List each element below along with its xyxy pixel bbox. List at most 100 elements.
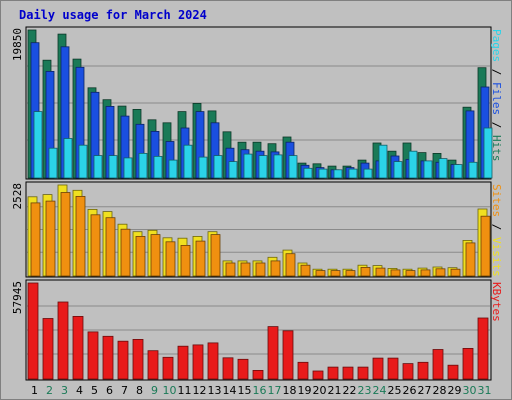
x-tick-label-day-3: 3 (61, 384, 68, 397)
bar-sites-day-24 (375, 267, 386, 277)
bar-kbytes-day-9 (147, 350, 159, 380)
panel-hits-files-pages-bars (27, 29, 493, 179)
x-tick-label-day-14: 14 (223, 384, 237, 397)
bar-sites-day-2 (45, 200, 56, 277)
bar-sites-day-11 (180, 244, 191, 277)
panel-kbytes-bars (27, 282, 489, 380)
bar-sites-day-4 (75, 195, 86, 277)
x-tick-label-day-20: 20 (313, 384, 327, 397)
bar-sites-day-8 (135, 235, 146, 277)
bar-kbytes-day-24 (372, 357, 384, 380)
bar-kbytes-day-19 (297, 361, 309, 380)
bar-kbytes-day-17 (267, 326, 279, 380)
bar-pages-day-23 (363, 168, 373, 179)
bar-kbytes-day-1 (27, 282, 39, 380)
x-tick-label-day-1: 1 (31, 384, 38, 397)
bar-pages-day-26 (408, 150, 418, 179)
bar-kbytes-day-10 (162, 356, 174, 380)
bar-sites-day-28 (435, 268, 446, 277)
bar-pages-day-11 (183, 144, 193, 179)
bar-sites-day-20 (315, 270, 326, 277)
legend-hits-files-pages: Pages / Files / Hits (490, 29, 503, 162)
bar-kbytes-day-11 (177, 345, 189, 380)
bar-kbytes-day-2 (42, 318, 54, 380)
y-tick-label-hits-files-pages: 19850 (11, 28, 24, 61)
bar-pages-day-19 (303, 167, 313, 179)
bar-pages-day-16 (258, 155, 268, 179)
bar-sites-day-7 (120, 228, 131, 277)
bar-sites-day-3 (60, 192, 71, 277)
bar-kbytes-day-12 (192, 344, 204, 380)
x-tick-label-day-6: 6 (106, 384, 113, 397)
legend-entry-files: Files (490, 82, 503, 115)
panel-kbytes: 57945 KBytes (11, 279, 503, 381)
bar-sites-day-13 (210, 234, 221, 277)
x-tick-label-day-25: 25 (388, 384, 402, 397)
x-tick-label-day-9: 9 (151, 384, 158, 397)
x-tick-label-day-24: 24 (373, 384, 387, 397)
bar-kbytes-day-28 (432, 349, 444, 380)
bar-sites-day-29 (450, 268, 461, 277)
bar-pages-day-27 (423, 160, 433, 179)
bar-pages-day-30 (468, 161, 478, 179)
x-tick-label-day-19: 19 (298, 384, 312, 397)
bar-sites-day-25 (390, 269, 401, 277)
bar-pages-day-4 (78, 144, 88, 179)
x-tick-label-day-2: 2 (46, 384, 53, 397)
x-tick-label-day-31: 31 (478, 384, 492, 397)
bar-pages-day-6 (108, 155, 118, 179)
legend-entry-visits: Visits (490, 237, 503, 277)
x-tick-label-day-8: 8 (136, 384, 143, 397)
bar-kbytes-day-8 (132, 338, 144, 380)
bar-kbytes-day-15 (237, 358, 249, 380)
bar-kbytes-day-18 (282, 330, 294, 380)
bar-kbytes-day-14 (222, 357, 234, 380)
bar-pages-day-17 (273, 154, 283, 179)
bar-sites-day-31 (480, 215, 491, 277)
x-tick-label-day-17: 17 (268, 384, 282, 397)
x-tick-label-day-29: 29 (448, 384, 462, 397)
bar-pages-day-12 (198, 156, 208, 179)
bar-pages-day-24 (378, 144, 388, 179)
x-tick-label-day-16: 16 (253, 384, 267, 397)
x-tick-label-day-13: 13 (208, 384, 222, 397)
bar-pages-day-1 (33, 111, 43, 179)
bar-sites-day-15 (240, 262, 251, 277)
bar-sites-day-12 (195, 240, 206, 277)
x-tick-label-day-30: 30 (463, 384, 477, 397)
x-tick-label-day-18: 18 (283, 384, 297, 397)
bar-pages-day-21 (333, 169, 343, 179)
bar-kbytes-day-26 (402, 363, 414, 380)
bar-sites-day-30 (465, 242, 476, 277)
bar-pages-day-31 (483, 127, 493, 179)
x-tick-label-day-11: 11 (178, 384, 192, 397)
bar-kbytes-day-31 (477, 317, 489, 380)
bar-sites-day-27 (420, 269, 431, 277)
bar-sites-day-18 (285, 253, 296, 277)
bar-sites-day-22 (345, 270, 356, 277)
legend-entry-sites: Sites (490, 184, 503, 217)
bar-sites-day-21 (330, 270, 341, 277)
bar-pages-day-28 (438, 158, 448, 179)
x-tick-label-day-5: 5 (91, 384, 98, 397)
bar-pages-day-9 (153, 155, 163, 179)
bar-sites-day-16 (255, 262, 266, 277)
bar-pages-day-8 (138, 152, 148, 179)
bar-sites-day-5 (90, 214, 101, 277)
legend-separator: / (490, 115, 503, 135)
bar-sites-day-1 (30, 202, 41, 277)
bar-pages-day-25 (393, 161, 403, 179)
bar-pages-day-14 (228, 161, 238, 179)
x-tick-label-day-26: 26 (403, 384, 417, 397)
bar-pages-day-3 (63, 138, 73, 179)
x-tick-label-day-23: 23 (358, 384, 372, 397)
bar-pages-day-15 (243, 153, 253, 179)
x-axis: 1 2 3 4 5 6 7 8 9 10 11 12 13 14 15 16 17 18 19 20 21 22 23 24 2… (31, 384, 492, 397)
bar-kbytes-day-20 (312, 370, 324, 380)
chart-panels: 19850 Pages / Files / Hits 2528 Sites / Vis… (11, 26, 503, 381)
bar-kbytes-day-29 (447, 364, 459, 380)
bar-pages-day-13 (213, 155, 223, 179)
bar-kbytes-day-22 (342, 366, 354, 380)
bar-sites-day-23 (360, 266, 371, 277)
